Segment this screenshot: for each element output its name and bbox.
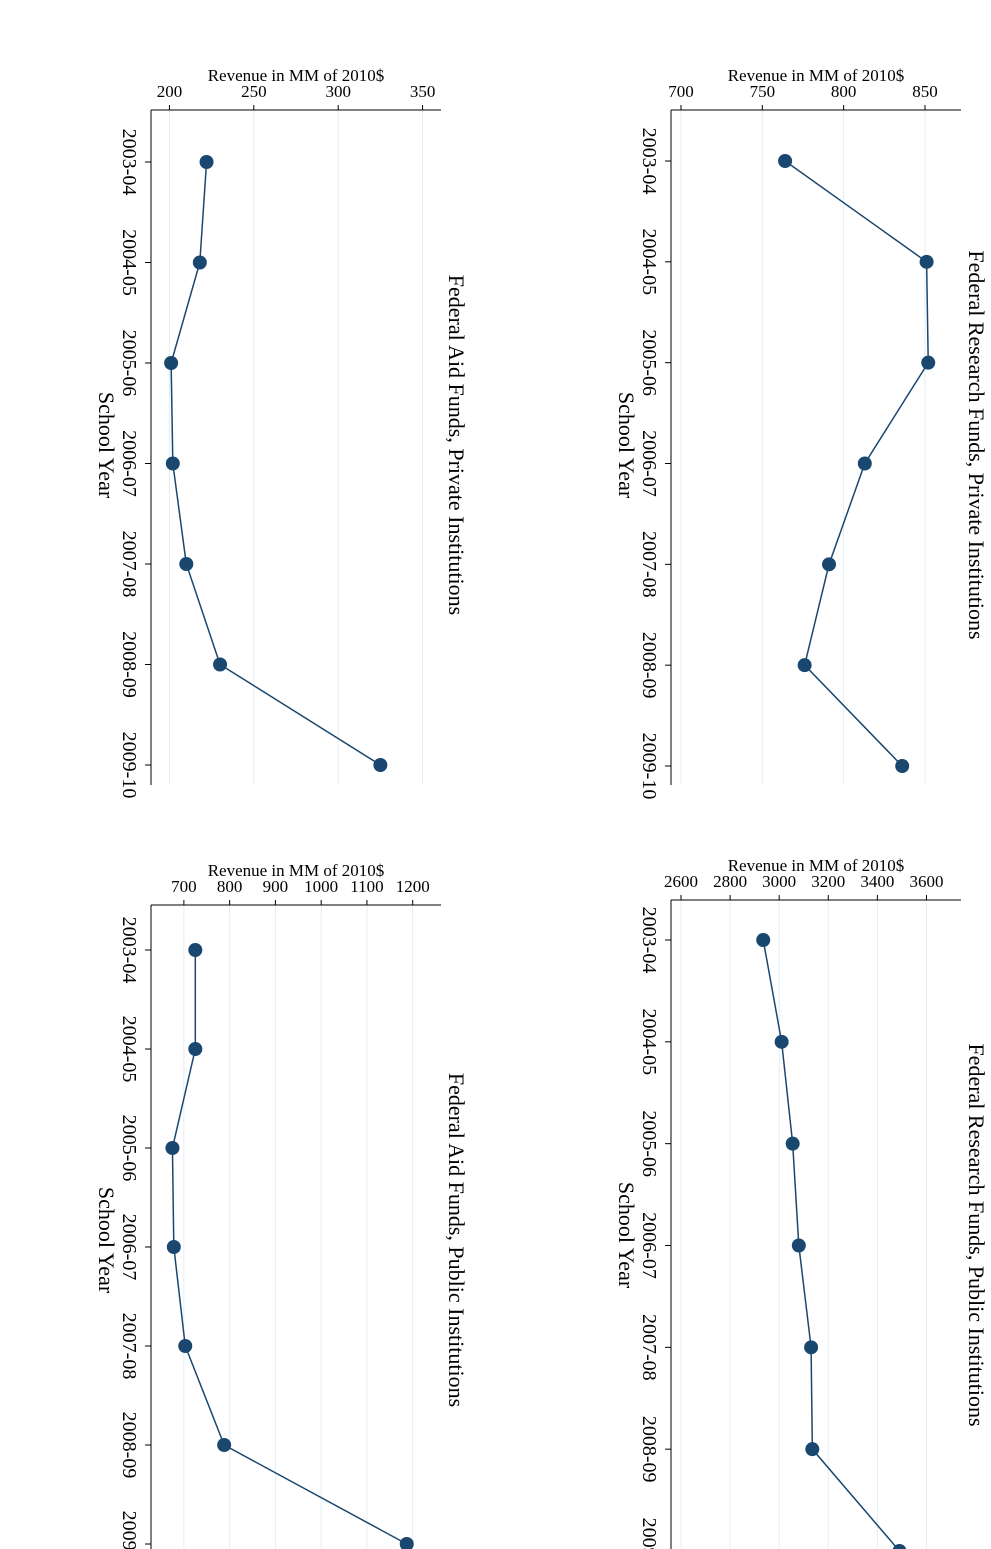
y-tick-label: 850 [912, 82, 938, 101]
x-axis-title: School Year [614, 1182, 639, 1289]
x-tick-label: 2005-06 [638, 1110, 660, 1177]
y-tick-label: 2800 [713, 872, 747, 891]
x-tick-label: 2007-08 [118, 531, 140, 598]
data-point [165, 1141, 180, 1155]
y-tick-label: 3000 [762, 872, 796, 891]
data-point [756, 933, 771, 947]
data-point [785, 1136, 800, 1151]
x-tick-label: 2003-04 [118, 917, 140, 984]
x-tick-label: 2008-09 [118, 1412, 140, 1479]
x-axis-title: School Year [94, 1187, 119, 1294]
x-tick-label: 2006-07 [118, 430, 140, 497]
y-tick-label: 3200 [811, 872, 845, 891]
x-tick-label: 2008-09 [118, 631, 140, 698]
y-tick-label: 700 [668, 82, 694, 101]
panel-2: Federal Research Funds, Private Institut… [614, 66, 989, 799]
x-tick-label: 2009-10 [638, 1518, 660, 1549]
y-tick-label: 350 [410, 82, 436, 101]
data-point [857, 456, 872, 471]
data-point [805, 1442, 820, 1457]
panel-title: Federal Research Funds, Private Institut… [964, 250, 989, 639]
data-point [919, 254, 934, 269]
rotated-figure: Federal Research Funds, Public Instituti… [94, 66, 989, 1549]
y-tick-label: 3600 [909, 872, 943, 891]
x-tick-label: 2007-08 [118, 1313, 140, 1380]
y-tick-label: 250 [241, 82, 267, 101]
x-tick-label: 2006-07 [638, 430, 660, 497]
x-tick-label: 2003-04 [638, 128, 660, 195]
y-tick-label: 800 [831, 82, 857, 101]
panel-3: Federal Aid Funds, Public Institutions 70… [94, 861, 469, 1549]
data-point [373, 758, 388, 772]
panel-title: Federal Aid Funds, Private Institutions [444, 275, 469, 615]
data-point [895, 759, 910, 773]
x-tick-label: 2009-10 [118, 1511, 140, 1549]
data-point [791, 1238, 806, 1253]
x-tick-label: 2004-05 [638, 1008, 660, 1075]
x-tick-label: 2009-10 [638, 733, 660, 800]
x-tick-label: 2005-06 [638, 329, 660, 396]
data-point [192, 255, 207, 270]
data-point [213, 657, 228, 672]
series-line [170, 161, 381, 766]
y-axis-title: Revenue in MM of 2010$ [208, 66, 385, 85]
y-axis-title: Revenue in MM of 2010$ [208, 861, 385, 880]
panel-title: Federal Aid Funds, Public Institutions [444, 1073, 469, 1407]
y-tick-label: 1200 [396, 877, 430, 896]
series-line [784, 160, 929, 767]
data-point [892, 1544, 907, 1549]
y-axis-title: Revenue in MM of 2010$ [728, 856, 905, 875]
y-tick-label: 300 [325, 82, 351, 101]
data-point [921, 355, 936, 370]
x-tick-label: 2009-10 [118, 732, 140, 799]
x-tick-label: 2006-07 [638, 1212, 660, 1279]
x-tick-label: 2004-05 [638, 228, 660, 295]
data-point [217, 1438, 232, 1452]
y-tick-label: 1100 [350, 877, 383, 896]
x-tick-label: 2006-07 [118, 1214, 140, 1281]
x-tick-label: 2004-05 [118, 229, 140, 296]
data-point [778, 154, 793, 168]
data-point [179, 557, 194, 571]
data-point [797, 658, 812, 673]
x-tick-label: 2004-05 [118, 1016, 140, 1083]
y-axis-title: Revenue in MM of 2010$ [728, 66, 905, 85]
y-tick-label: 800 [217, 877, 243, 896]
y-tick-label: 900 [263, 877, 289, 896]
y-tick-label: 2600 [664, 872, 698, 891]
x-tick-label: 2008-09 [638, 632, 660, 699]
panel-1: Federal Research Funds, Public Instituti… [614, 856, 989, 1549]
y-tick-label: 750 [750, 82, 776, 101]
y-tick-label: 200 [157, 82, 183, 101]
data-point [165, 456, 180, 471]
x-tick-label: 2008-09 [638, 1416, 660, 1483]
data-point [199, 155, 214, 169]
data-point [399, 1537, 414, 1549]
x-tick-label: 2005-06 [118, 330, 140, 397]
data-point [804, 1340, 819, 1355]
x-tick-label: 2005-06 [118, 1115, 140, 1182]
data-point [188, 943, 203, 957]
panel-title: Federal Research Funds, Public Instituti… [964, 1043, 989, 1426]
panel-4: Federal Aid Funds, Private Institutions 2… [94, 66, 469, 798]
data-point [178, 1339, 193, 1353]
data-point [188, 1042, 203, 1056]
data-point [164, 356, 179, 370]
x-axis-title: School Year [614, 392, 639, 499]
data-point [166, 1240, 181, 1254]
y-tick-label: 700 [171, 877, 197, 896]
x-axis-title: School Year [94, 392, 119, 499]
series-line [171, 950, 408, 1545]
x-tick-label: 2007-08 [638, 1314, 660, 1381]
data-point [822, 557, 837, 572]
x-tick-label: 2003-04 [118, 129, 140, 196]
series-line [762, 939, 901, 1549]
data-point [774, 1034, 789, 1049]
y-tick-label: 3400 [860, 872, 894, 891]
x-tick-label: 2003-04 [638, 907, 660, 974]
y-tick-label: 1000 [304, 877, 338, 896]
x-tick-label: 2007-08 [638, 531, 660, 598]
